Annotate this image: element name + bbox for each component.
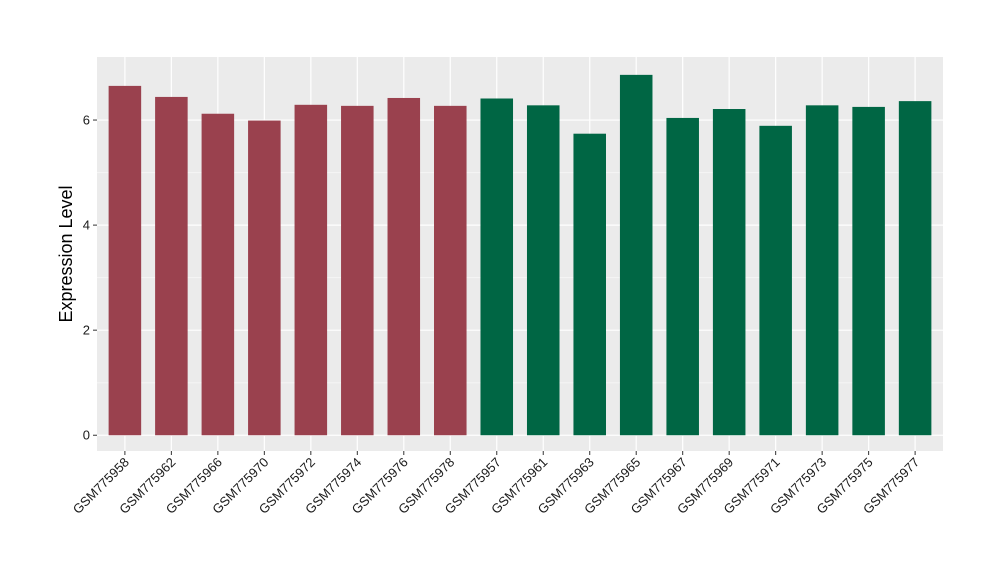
bar-GSM775978 — [434, 105, 467, 436]
x-axis: GSM775958GSM775962GSM775966GSM775970GSM7… — [70, 451, 922, 517]
y-tick-label: 6 — [83, 113, 90, 128]
y-tick-label: 0 — [83, 428, 90, 443]
plot-panel — [97, 57, 943, 451]
bar-GSM775961 — [526, 105, 560, 436]
y-axis: 0 2 4 6 — [83, 113, 97, 443]
bar-GSM775966 — [201, 113, 235, 436]
bar-GSM775975 — [852, 106, 885, 436]
bar-GSM775976 — [387, 97, 421, 436]
bar-GSM775974 — [341, 105, 374, 436]
y-tick-label: 4 — [83, 218, 90, 233]
bar-GSM775967 — [666, 117, 699, 436]
bar-GSM775963 — [573, 133, 606, 436]
bars-group — [108, 74, 932, 436]
bar-GSM775972 — [294, 104, 328, 436]
bar-GSM775965 — [619, 74, 653, 436]
bar-GSM775970 — [248, 120, 281, 436]
bar-GSM775962 — [155, 96, 188, 436]
bar-GSM775969 — [712, 109, 746, 436]
bar-GSM775973 — [805, 105, 839, 436]
bar-GSM775958 — [108, 85, 142, 436]
y-axis-title: Expression Level — [56, 185, 76, 322]
y-tick-label: 2 — [83, 323, 90, 338]
bar-GSM775957 — [480, 98, 514, 436]
minor-gridlines — [97, 172, 943, 384]
bar-GSM775971 — [759, 125, 792, 436]
bar-GSM775977 — [898, 101, 932, 436]
